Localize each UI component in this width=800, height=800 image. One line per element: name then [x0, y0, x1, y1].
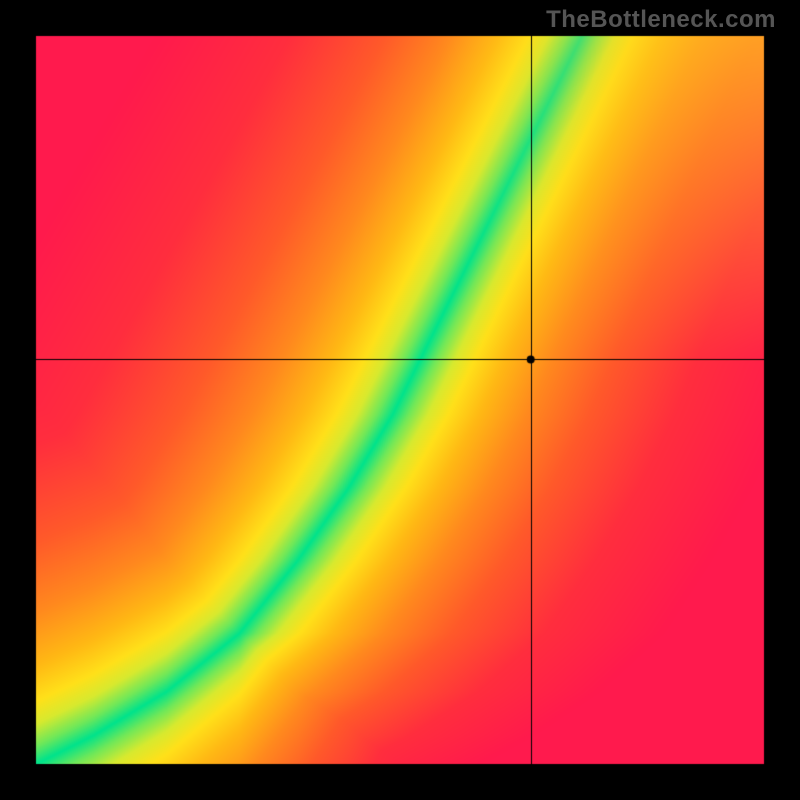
watermark-text: TheBottleneck.com [546, 6, 776, 34]
bottleneck-heatmap [0, 0, 800, 800]
chart-container: TheBottleneck.com [0, 0, 800, 800]
